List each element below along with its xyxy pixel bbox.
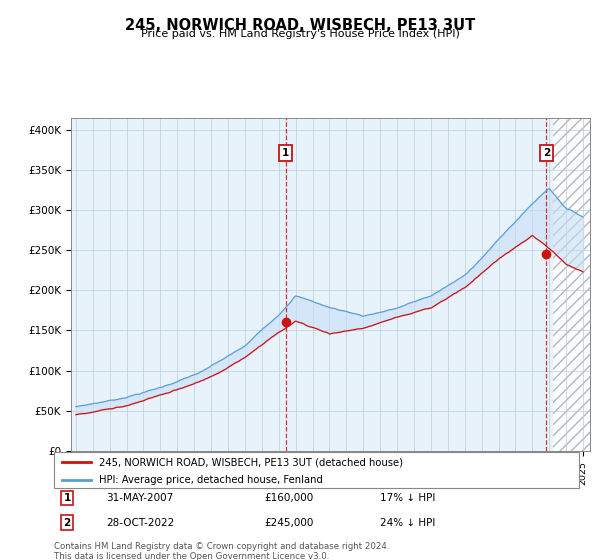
Text: £245,000: £245,000	[264, 517, 313, 528]
Text: 1: 1	[282, 148, 289, 157]
Text: Price paid vs. HM Land Registry's House Price Index (HPI): Price paid vs. HM Land Registry's House …	[140, 29, 460, 39]
Text: £160,000: £160,000	[264, 493, 313, 503]
Text: 28-OCT-2022: 28-OCT-2022	[107, 517, 175, 528]
Text: 1: 1	[64, 493, 71, 503]
Text: HPI: Average price, detached house, Fenland: HPI: Average price, detached house, Fenl…	[98, 475, 323, 486]
Text: 24% ↓ HPI: 24% ↓ HPI	[380, 517, 435, 528]
Text: 2: 2	[64, 517, 71, 528]
Bar	[553, 118, 600, 451]
Text: 245, NORWICH ROAD, WISBECH, PE13 3UT (detached house): 245, NORWICH ROAD, WISBECH, PE13 3UT (de…	[98, 457, 403, 467]
FancyBboxPatch shape	[54, 452, 579, 488]
Text: 31-MAY-2007: 31-MAY-2007	[107, 493, 174, 503]
Text: Contains HM Land Registry data © Crown copyright and database right 2024.
This d: Contains HM Land Registry data © Crown c…	[54, 542, 389, 560]
Text: 2: 2	[543, 148, 550, 157]
Text: 17% ↓ HPI: 17% ↓ HPI	[380, 493, 435, 503]
Bar	[553, 118, 600, 451]
Text: 245, NORWICH ROAD, WISBECH, PE13 3UT: 245, NORWICH ROAD, WISBECH, PE13 3UT	[125, 18, 475, 33]
